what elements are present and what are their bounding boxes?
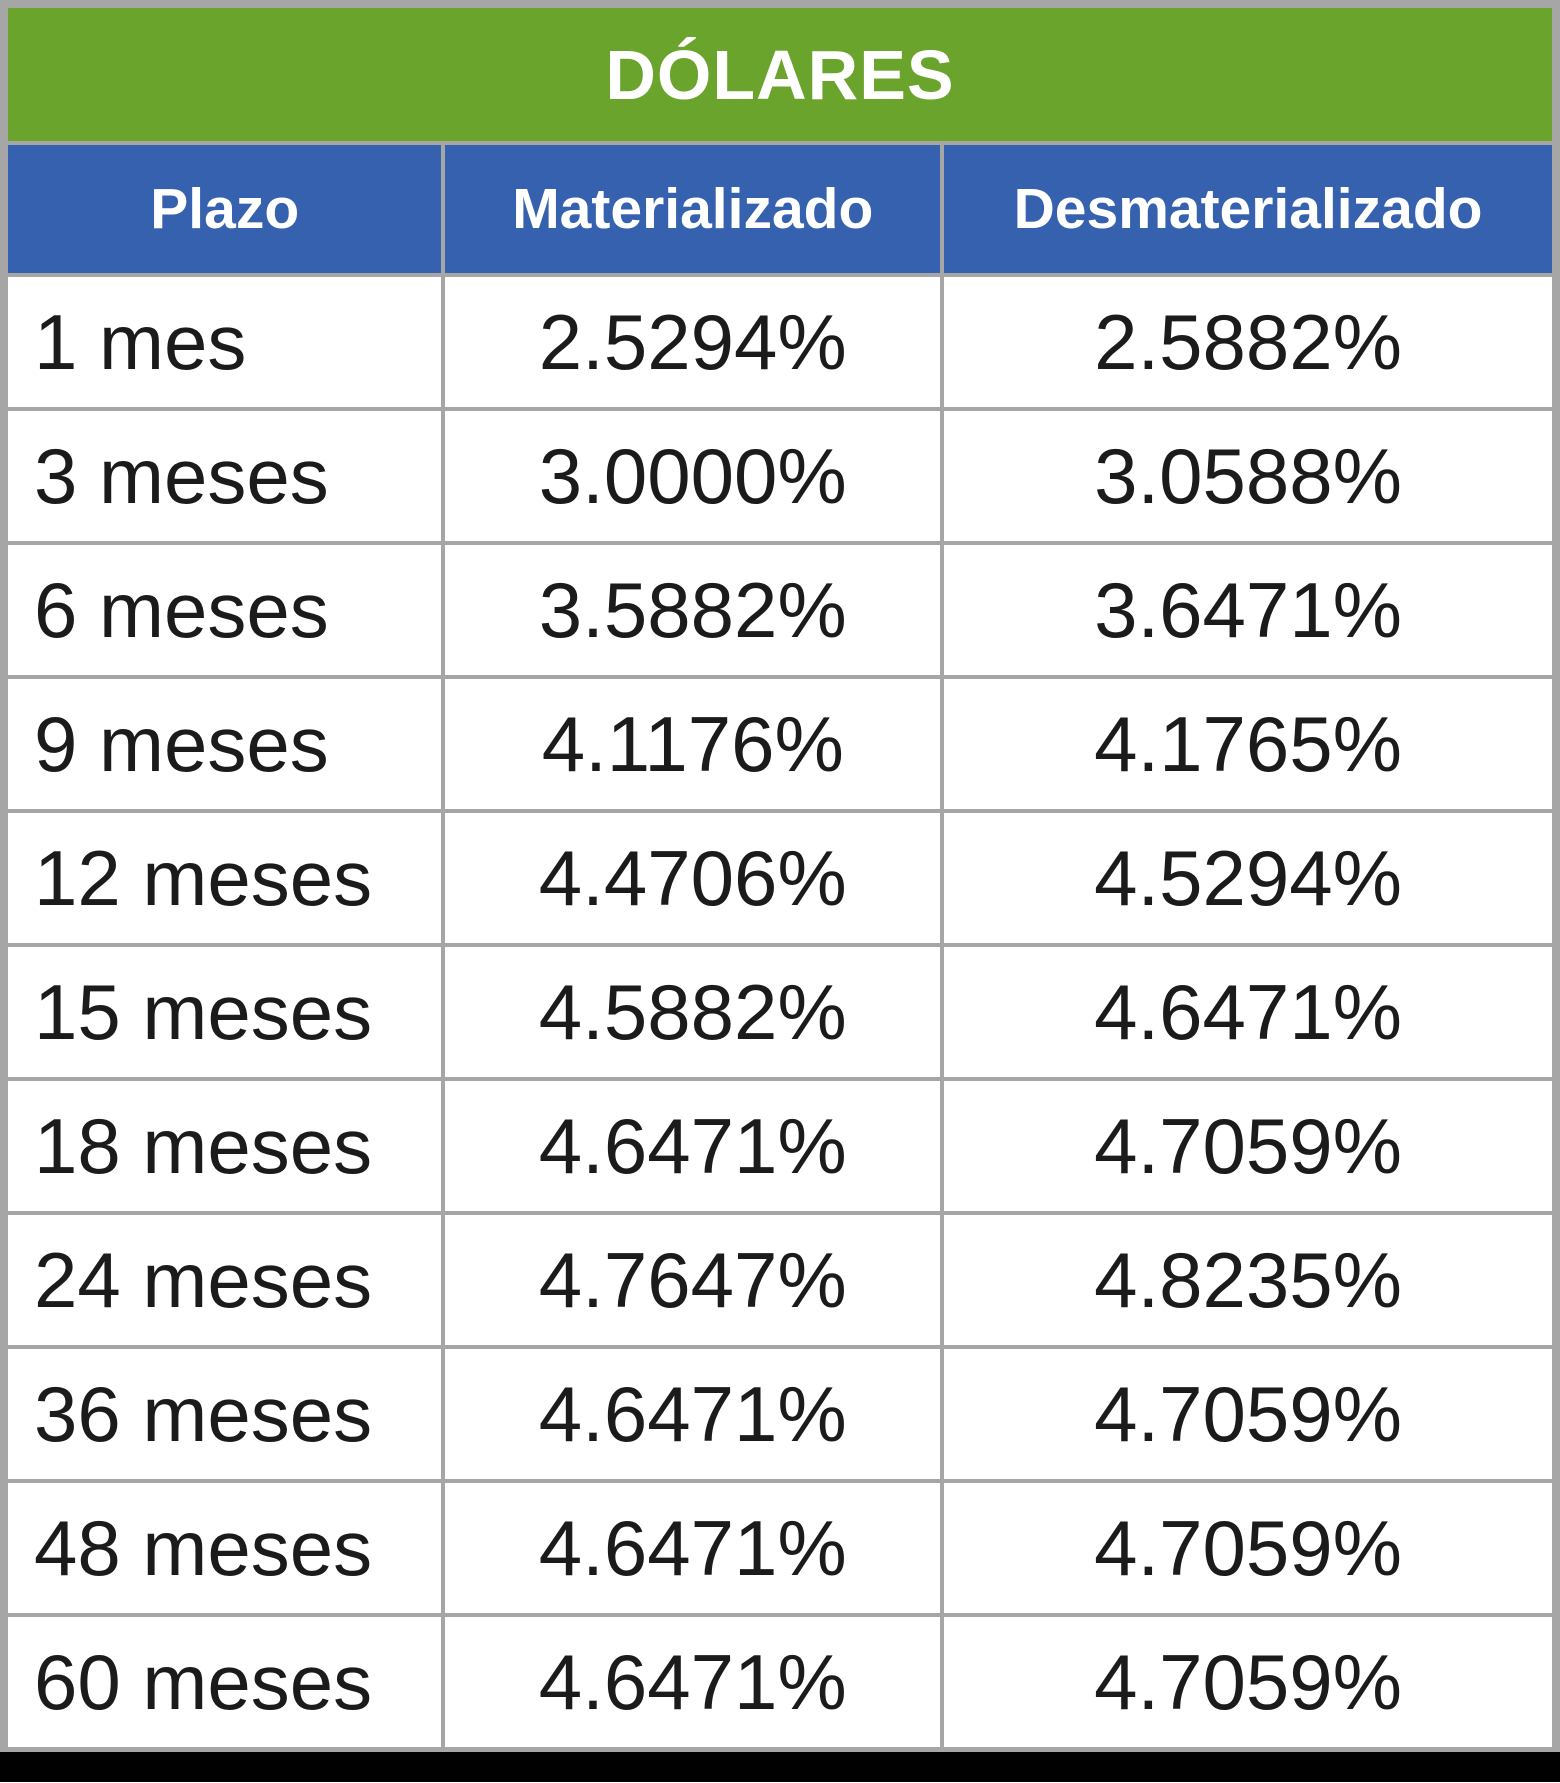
desmaterializado-cell: 4.7059%: [940, 1345, 1554, 1483]
plazo-cell: 18 meses: [5, 1077, 446, 1215]
desmaterializado-cell: 4.5294%: [940, 809, 1554, 947]
materializado-cell: 3.0000%: [441, 407, 945, 545]
desmaterializado-cell: 2.5882%: [940, 273, 1554, 411]
plazo-cell: 15 meses: [5, 943, 446, 1081]
desmaterializado-cell: 4.6471%: [940, 943, 1554, 1081]
plazo-cell: 9 meses: [5, 675, 446, 813]
desmaterializado-cell: 3.0588%: [940, 407, 1554, 545]
table-row: 24 meses 4.7647% 4.8235%: [5, 1211, 1554, 1349]
column-header-row: Plazo Materializado Desmaterializado: [5, 141, 1554, 277]
column-header-plazo: Plazo: [5, 141, 446, 277]
materializado-cell: 4.6471%: [441, 1345, 945, 1483]
materializado-cell: 4.7647%: [441, 1211, 945, 1349]
materializado-cell: 4.4706%: [441, 809, 945, 947]
table-row: 18 meses 4.6471% 4.7059%: [5, 1077, 1554, 1215]
materializado-cell: 4.6471%: [441, 1613, 945, 1749]
column-header-desmaterializado: Desmaterializado: [940, 141, 1554, 277]
table-row: 48 meses 4.6471% 4.7059%: [5, 1479, 1554, 1617]
materializado-cell: 4.5882%: [441, 943, 945, 1081]
plazo-cell: 3 meses: [5, 407, 446, 545]
desmaterializado-cell: 4.1765%: [940, 675, 1554, 813]
materializado-cell: 2.5294%: [441, 273, 945, 411]
table-row: 1 mes 2.5294% 2.5882%: [5, 273, 1554, 411]
table-row: 15 meses 4.5882% 4.6471%: [5, 943, 1554, 1081]
desmaterializado-cell: 4.7059%: [940, 1479, 1554, 1617]
table-title: DÓLARES: [6, 6, 1554, 145]
column-header-materializado: Materializado: [441, 141, 945, 277]
plazo-cell: 36 meses: [5, 1345, 446, 1483]
plazo-cell: 1 mes: [5, 273, 446, 411]
table-row: 9 meses 4.1176% 4.1765%: [5, 675, 1554, 813]
plazo-cell: 48 meses: [5, 1479, 446, 1617]
materializado-cell: 4.6471%: [441, 1077, 945, 1215]
plazo-cell: 60 meses: [5, 1613, 446, 1749]
plazo-cell: 12 meses: [5, 809, 446, 947]
bottom-black-bar: [0, 1752, 1560, 1782]
table-row: 12 meses 4.4706% 4.5294%: [5, 809, 1554, 947]
desmaterializado-cell: 4.7059%: [940, 1613, 1554, 1749]
plazo-cell: 6 meses: [5, 541, 446, 679]
table-row: 3 meses 3.0000% 3.0588%: [5, 407, 1554, 545]
dolares-rates-table: DÓLARES Plazo Materializado Desmateriali…: [5, 6, 1554, 1749]
table-row: 6 meses 3.5882% 3.6471%: [5, 541, 1554, 679]
title-row: DÓLARES: [6, 6, 1554, 145]
desmaterializado-cell: 3.6471%: [940, 541, 1554, 679]
desmaterializado-cell: 4.8235%: [940, 1211, 1554, 1349]
table-row: 60 meses 4.6471% 4.7059%: [5, 1613, 1554, 1749]
desmaterializado-cell: 4.7059%: [940, 1077, 1554, 1215]
table-row: 36 meses 4.6471% 4.7059%: [5, 1345, 1554, 1483]
materializado-cell: 4.1176%: [441, 675, 945, 813]
materializado-cell: 3.5882%: [441, 541, 945, 679]
plazo-cell: 24 meses: [5, 1211, 446, 1349]
materializado-cell: 4.6471%: [441, 1479, 945, 1617]
